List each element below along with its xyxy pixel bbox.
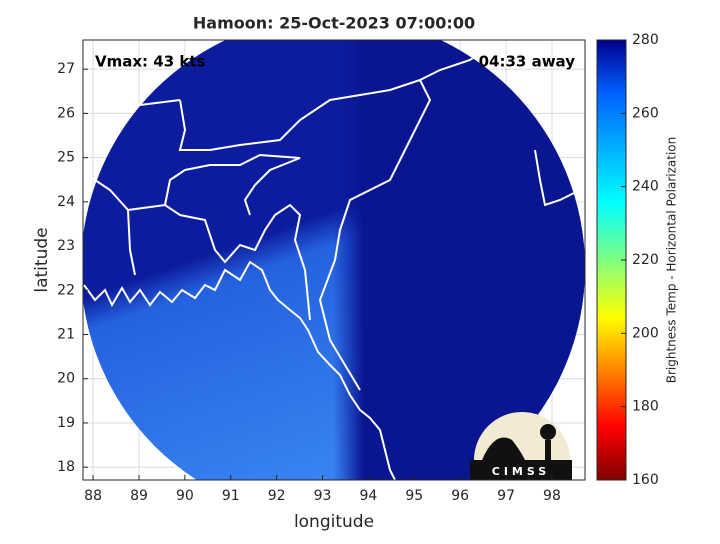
colorbar-tick-label: 220 [632,252,659,268]
y-tick-label: 18 [57,459,75,475]
colorbar-tick-label: 160 [632,472,659,488]
y-tick-label: 23 [57,238,75,254]
x-tick-label: 93 [314,488,332,504]
x-tick-label: 97 [497,488,515,504]
logo-text: CIMSS [492,465,550,478]
x-tick-label: 92 [268,488,286,504]
x-tick-label: 94 [360,488,378,504]
y-tick-label: 27 [57,61,75,77]
plot-area: CIMSS [83,40,585,480]
x-tick-label: 89 [130,488,148,504]
y-tick-label: 25 [57,150,75,166]
axes: 88 89 90 91 92 93 94 95 96 97 98 18 19 20 21 22 23 24 25 26… [57,61,561,504]
y-tick-label: 22 [57,282,75,298]
x-tick-label: 88 [84,488,102,504]
vmax-annotation: Vmax: 43 kts [95,53,205,71]
cimss-logo: CIMSS [470,412,572,480]
y-axis-label: latitude [32,227,52,292]
colorbar-tick-label: 180 [632,399,659,415]
x-tick-label: 96 [451,488,469,504]
colorbar-ticks: 160 180 200 220 240 260 280 [621,32,659,488]
colorbar-tick-label: 240 [632,179,659,195]
y-tick-label: 20 [57,371,75,387]
y-tick-label: 24 [57,194,75,210]
y-tick-label: 19 [57,415,75,431]
colorbar-label: Brightness Temp - Horizontal Polarizatio… [665,137,679,384]
y-tick-label: 21 [57,327,75,343]
title: Hamoon: 25-Oct-2023 07:00:00 [193,14,475,33]
time-annotation: 04:33 away [479,53,576,71]
x-axis-label: longitude [294,512,374,532]
coastlines [83,40,581,480]
x-tick-label: 95 [405,488,423,504]
x-tick-label: 98 [543,488,561,504]
x-tick-label: 91 [222,488,240,504]
colorbar-tick-label: 260 [632,105,659,121]
colorbar-tick-label: 280 [632,32,659,48]
plot-frame [82,39,586,481]
x-tick-label: 90 [176,488,194,504]
colorbar-tick-label: 200 [632,325,659,341]
y-tick-label: 26 [57,105,75,121]
